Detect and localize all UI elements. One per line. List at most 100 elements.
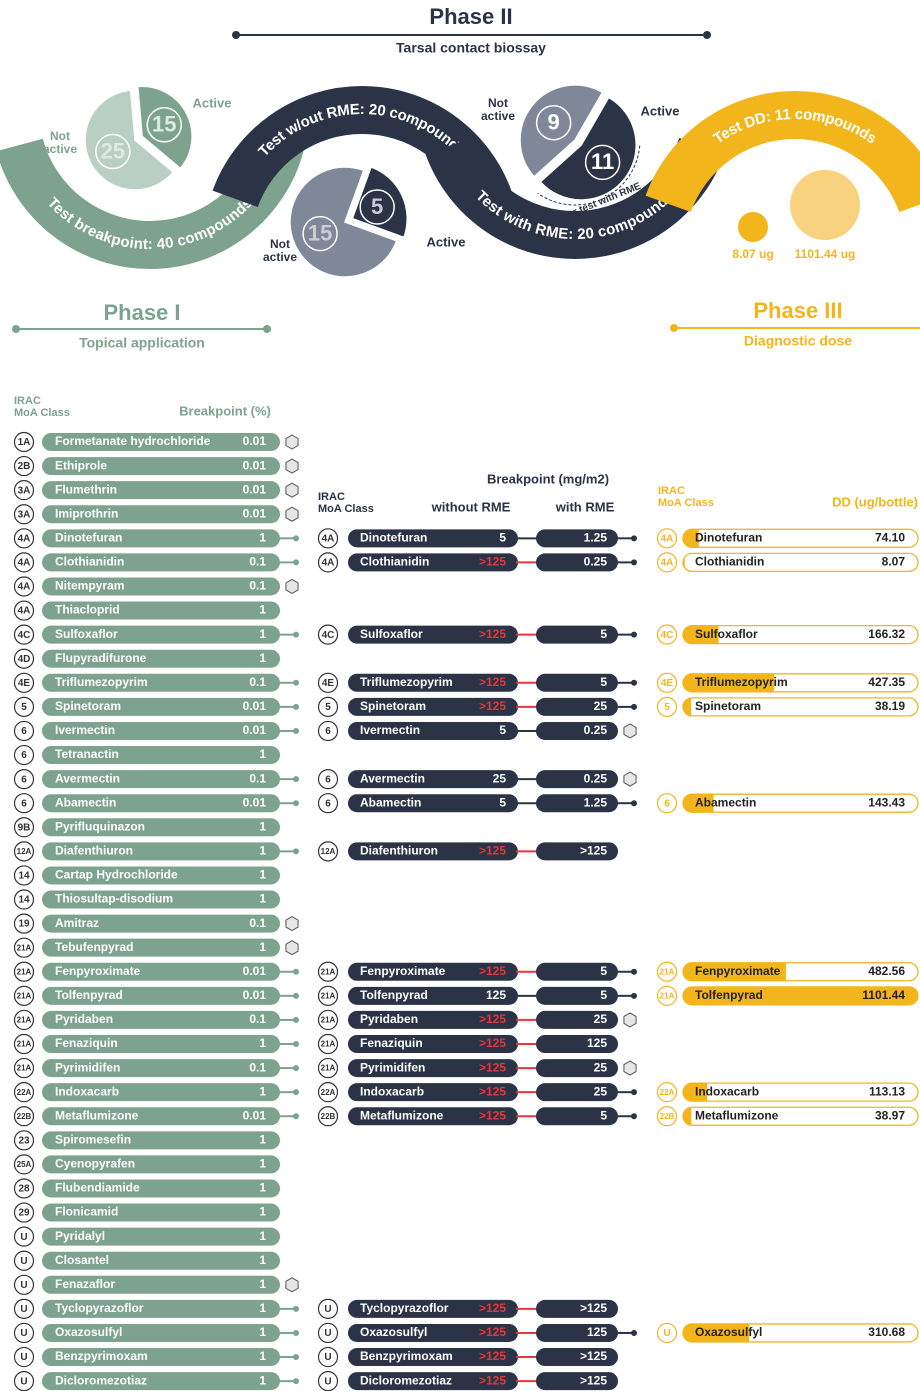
hexagon-marker [285, 434, 299, 450]
class-badge [317, 1057, 339, 1079]
with-bar [536, 962, 618, 981]
without-bar [348, 625, 518, 644]
connector-dot [293, 703, 299, 710]
pie-slice-not-active [519, 84, 604, 178]
dd-bar [683, 697, 692, 716]
class-label: U [20, 1328, 27, 1339]
dd-bar-outline [682, 528, 919, 548]
class-badge [317, 1106, 339, 1127]
with-bar [536, 1372, 618, 1391]
class-badge [317, 1082, 339, 1103]
class-label: 4C [18, 630, 31, 641]
hexagon-marker [285, 916, 299, 932]
compound-name: Closantel [55, 1253, 109, 1267]
compound-name: Abamectin [695, 795, 756, 809]
breakpoint-value: 0.1 [249, 1012, 266, 1026]
without-bar [348, 1348, 518, 1367]
breakpoint-bar [42, 938, 280, 957]
class-label: 22A [321, 1088, 336, 1097]
breakpoint-bar [42, 529, 280, 548]
with-value: 5 [600, 964, 607, 978]
connector-dot [293, 1016, 299, 1023]
pie-number: 25 [101, 138, 125, 163]
connector-dot [293, 1329, 299, 1336]
dd-value: 310.68 [868, 1325, 905, 1339]
connector-dot [293, 1089, 299, 1096]
connector-dot [631, 535, 637, 542]
class-label: 1A [18, 437, 31, 448]
breakpoint-value: 1 [259, 1157, 266, 1171]
connector-dot [293, 800, 299, 807]
compound-name: Cyenopyrafen [55, 1157, 135, 1171]
dd-value: 38.97 [875, 1108, 905, 1122]
class-badge [13, 1033, 35, 1055]
with-value: 1.25 [584, 530, 608, 544]
breakpoint-value: 0.01 [243, 795, 267, 809]
class-label: 22B [660, 1112, 675, 1121]
compound-name: Ivermectin [360, 723, 420, 737]
without-value: >125 [479, 627, 506, 641]
compound-name: Pyrifluquinazon [55, 819, 145, 833]
class-badge [13, 576, 35, 597]
compound-name: Pyrimidifen [55, 1060, 120, 1074]
with-bar [536, 1107, 618, 1126]
compound-name: Abamectin [55, 795, 116, 809]
without-value: >125 [479, 699, 506, 713]
dd-bar-outline [682, 1323, 919, 1343]
connector-dot [293, 1113, 299, 1120]
dd-value: 166.32 [868, 627, 905, 641]
class-badge [317, 841, 339, 862]
without-bar [348, 770, 518, 789]
connector-dot [631, 800, 637, 807]
dd-bar-bg [683, 1107, 918, 1126]
class-badge [656, 528, 678, 549]
with-value: 25 [594, 699, 608, 713]
without-value: >125 [479, 964, 506, 978]
with-bar [536, 697, 618, 716]
dd-bar [683, 553, 685, 572]
with-bar [536, 1348, 618, 1367]
class-label: 4C [661, 630, 674, 641]
class-label: 4E [18, 678, 31, 689]
connector-dot [631, 703, 637, 710]
compound-name: Nitempyram [55, 579, 124, 593]
compound-name: Tebufenpyrad [55, 940, 133, 954]
without-bar [348, 721, 518, 740]
compound-name: Metaflumizone [360, 1108, 444, 1122]
dd-bar [683, 1107, 692, 1126]
breakpoint-value: 0.1 [249, 1060, 266, 1074]
compound-name: Cartap Hydrochloride [55, 868, 178, 882]
compound-name: Tyclopyrazoflor [55, 1301, 144, 1315]
without-bar [348, 529, 518, 548]
breakpoint-bar [42, 1203, 280, 1222]
compound-name: Avermectin [360, 771, 425, 785]
with-bar [536, 770, 618, 789]
without-value: >125 [479, 1036, 506, 1050]
with-bar [536, 794, 618, 813]
breakpoint-bar [42, 1059, 280, 1078]
class-badge [656, 672, 678, 693]
class-badge [13, 961, 35, 982]
header-with: with RME [555, 499, 615, 514]
class-badge [13, 769, 35, 790]
without-bar [348, 962, 518, 981]
class-badge [656, 1106, 678, 1127]
pie-label-active: Active [640, 103, 679, 118]
pie-slice-active [136, 85, 193, 170]
breakpoint-value: 0.01 [243, 699, 267, 713]
dd-bar-outline [682, 962, 919, 982]
class-label: 21A [17, 991, 32, 1000]
compound-name: Clothianidin [55, 555, 124, 569]
compound-name: Indoxacarb [360, 1084, 424, 1098]
class-label: U [324, 1328, 331, 1339]
breakpoint-value: 1 [259, 1205, 266, 1219]
pie-label-not-active: Not [488, 96, 508, 110]
compound-name: Dinotefuran [360, 530, 427, 544]
class-label: U [324, 1304, 331, 1315]
phase2-header: Phase II Tarsal contact biossay [232, 4, 711, 56]
breakpoint-bar [42, 481, 280, 500]
breakpoint-value: 1 [259, 1181, 266, 1195]
connector-dot [631, 1329, 637, 1336]
without-bar [348, 1083, 518, 1102]
with-value: >125 [580, 1301, 607, 1315]
